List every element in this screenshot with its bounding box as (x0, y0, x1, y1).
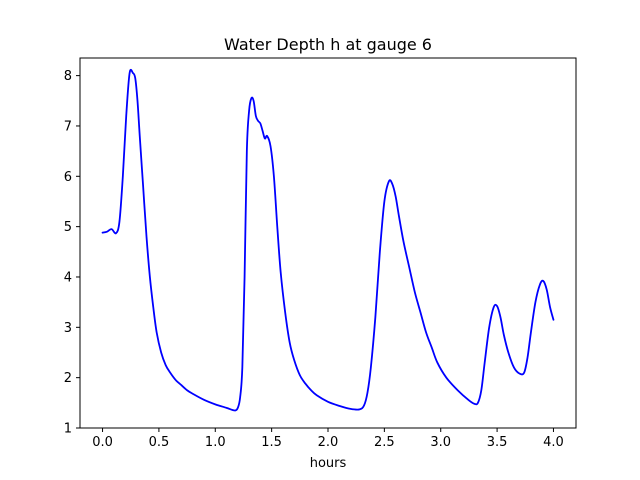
y-tick-label: 7 (64, 119, 72, 134)
x-tick-label: 3.5 (487, 435, 508, 450)
series-line (101, 68, 555, 412)
y-tick-label: 5 (64, 220, 72, 235)
x-tick-label: 0.5 (149, 435, 170, 450)
y-axis-ticks: 1 2 3 4 5 6 7 8 (64, 69, 80, 437)
chart-title: Water Depth h at gauge 6 (224, 35, 432, 54)
y-tick-label: 1 (64, 422, 72, 437)
x-tick-label: 2.0 (318, 435, 339, 450)
x-axis-label: hours (310, 456, 347, 471)
x-tick-label: 0.0 (92, 435, 113, 450)
x-tick-label: 2.5 (374, 435, 395, 450)
y-tick-label: 2 (64, 371, 72, 386)
plot-area-frame (79, 57, 577, 429)
y-tick-label: 6 (64, 170, 72, 185)
x-axis-ticks: 0.0 0.5 1.0 1.5 2.0 2.5 3.0 3.5 4.0 (92, 428, 564, 450)
y-tick-label: 8 (64, 69, 72, 84)
x-tick-label: 4.0 (543, 435, 564, 450)
y-tick-label: 4 (64, 270, 72, 285)
x-tick-label: 1.5 (261, 435, 282, 450)
y-tick-label: 3 (64, 321, 72, 336)
x-tick-label: 3.0 (430, 435, 451, 450)
series-layer (101, 68, 555, 412)
x-tick-label: 1.0 (205, 435, 226, 450)
